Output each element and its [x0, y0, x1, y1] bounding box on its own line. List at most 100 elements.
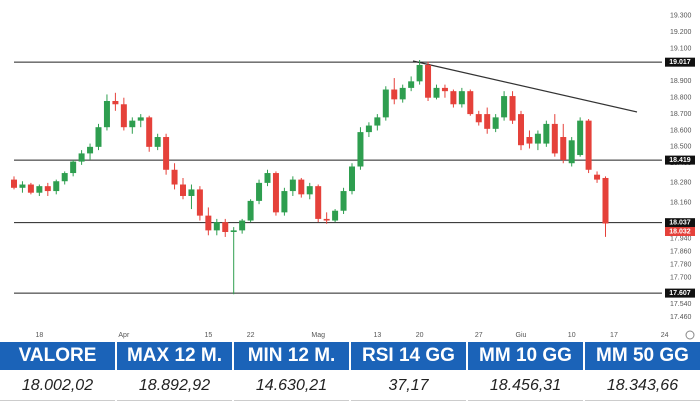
- candle-body: [129, 120, 136, 128]
- level-label: 19.017: [669, 59, 691, 66]
- y-tick-label: 19.200: [670, 29, 692, 36]
- candle-body: [560, 137, 567, 160]
- table-value: 18.892,92: [117, 372, 232, 401]
- table-value: 14.630,21: [234, 372, 349, 401]
- candle-body: [374, 117, 381, 126]
- level-label-box: [665, 57, 695, 67]
- x-tick-label: 27: [475, 332, 483, 339]
- candle-body: [441, 87, 448, 92]
- candle-body: [543, 123, 550, 144]
- candle-body: [315, 186, 322, 219]
- candle-body: [306, 186, 313, 195]
- candle-body: [180, 184, 186, 196]
- candle-body: [585, 120, 592, 170]
- table-value: 18.002,02: [0, 372, 115, 401]
- table-value: 18.343,66: [585, 372, 700, 401]
- candle-body: [95, 127, 102, 147]
- level-label-box: [665, 288, 695, 298]
- candle-body: [484, 114, 491, 129]
- candle-body: [264, 173, 271, 183]
- candle-body: [289, 179, 296, 192]
- candle-body: [281, 191, 288, 213]
- candle-body: [382, 89, 389, 118]
- x-tick-label: Giu: [516, 332, 527, 339]
- y-tick-label: 18.160: [670, 199, 692, 206]
- candle-body: [36, 186, 43, 193]
- candle-body: [137, 117, 144, 121]
- table-header: MM 10 GG: [468, 342, 583, 370]
- level-label: 17.607: [669, 290, 691, 297]
- candle-body: [357, 132, 364, 167]
- candle-body: [154, 137, 161, 147]
- candle-body: [298, 179, 305, 195]
- candle-body: [458, 91, 465, 105]
- table-value: 37,17: [351, 372, 466, 401]
- x-tick-label: 22: [247, 332, 255, 339]
- table-header: RSI 14 GG: [351, 342, 466, 370]
- y-tick-label: 19.100: [670, 45, 692, 52]
- candle-body: [475, 114, 482, 123]
- candle-body: [492, 117, 499, 129]
- table-header: MIN 12 M.: [234, 342, 349, 370]
- y-tick-label: 18.600: [670, 127, 692, 134]
- candle-body: [433, 87, 440, 98]
- candle-body: [213, 222, 220, 231]
- y-tick-label: 18.900: [670, 78, 692, 85]
- candle-body: [602, 177, 609, 224]
- candle-body: [196, 189, 203, 216]
- candle-body: [205, 215, 212, 231]
- level-label: 18.419: [669, 157, 691, 164]
- candle-body: [509, 96, 516, 121]
- x-tick-label: Mag: [311, 332, 325, 339]
- candle-body: [27, 184, 34, 193]
- candle-body: [247, 200, 254, 221]
- candle-body: [323, 218, 330, 221]
- chart: 19.300 19.200 19.100 18.900 18.800 18.700 18.6…: [11, 13, 695, 340]
- y-tick-label: 18.800: [670, 95, 692, 102]
- last-price-box: [665, 226, 695, 236]
- stats-table: VALORE MAX 12 M. MIN 12 M. RSI 14 GG MM 10 G…: [0, 342, 700, 401]
- candle-body: [256, 182, 263, 201]
- y-tick-label: 18.280: [670, 180, 692, 187]
- x-tick-label: Apr: [118, 332, 130, 339]
- candle-body: [146, 117, 153, 147]
- x-tick-label: 24: [661, 332, 669, 339]
- x-tick-label: 20: [416, 332, 424, 339]
- y-tick-label: 19.300: [670, 13, 692, 20]
- candle-body: [518, 114, 524, 146]
- candle-body: [332, 210, 339, 221]
- candle-body: [425, 64, 432, 98]
- candle-body: [391, 89, 398, 100]
- candle-body: [53, 181, 60, 192]
- candle-body: [171, 169, 178, 185]
- level-label: 18.037: [669, 220, 691, 227]
- candle-body: [594, 174, 601, 180]
- candle-body: [416, 64, 423, 82]
- candle-body: [349, 166, 355, 192]
- candle-body: [230, 230, 237, 233]
- y-tick-label: 17.460: [670, 314, 692, 321]
- candle-body: [78, 153, 85, 162]
- candle-body: [467, 91, 474, 115]
- table-header: MAX 12 M.: [117, 342, 232, 370]
- candle-body: [526, 137, 533, 144]
- candle-body: [577, 120, 584, 156]
- candle-body: [87, 146, 94, 154]
- y-tick-label: 17.860: [670, 249, 692, 256]
- candle-body: [408, 81, 415, 88]
- candle-body: [61, 173, 68, 182]
- candle-body: [272, 173, 279, 213]
- candle-body: [399, 87, 406, 100]
- y-tick-label: 17.940: [670, 235, 692, 242]
- x-tick-label: 10: [568, 332, 576, 339]
- candle-body: [112, 100, 119, 105]
- level-label-box: [665, 155, 695, 165]
- y-tick-label: 17.700: [670, 275, 692, 282]
- level-label-box: [665, 218, 695, 228]
- settings-icon[interactable]: [685, 330, 695, 340]
- y-tick-label: 17.780: [670, 262, 692, 269]
- trend-line: [412, 60, 638, 113]
- candle-body: [501, 96, 508, 118]
- table-header: MM 50 GG: [585, 342, 700, 370]
